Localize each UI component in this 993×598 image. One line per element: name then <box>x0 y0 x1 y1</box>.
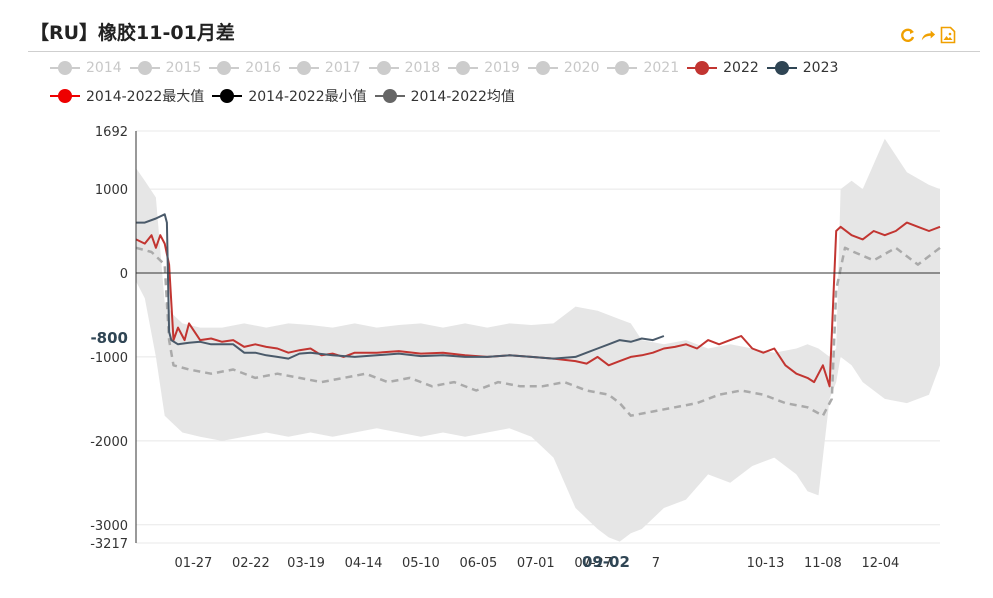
header-divider <box>28 51 980 52</box>
legend-label: 2016 <box>245 60 281 76</box>
legend-item-2014[interactable]: 2014 <box>50 60 122 76</box>
band-layer <box>136 138 940 542</box>
legend-label: 2014-2022最大值 <box>86 89 205 105</box>
legend-item-2017[interactable]: 2017 <box>288 60 361 76</box>
y-tick-label: 0 <box>120 267 128 282</box>
legend-marker-icon <box>607 61 638 75</box>
legend-label: 2017 <box>324 60 361 76</box>
legend-marker-icon <box>209 61 240 75</box>
legend-marker-icon <box>448 61 479 75</box>
legend-label: 2021 <box>643 60 680 76</box>
y-tick-label: -3000 <box>90 519 128 534</box>
legend-label: 2015 <box>165 60 202 76</box>
legend-marker-icon <box>687 61 718 75</box>
legend-item-2020[interactable]: 2020 <box>527 60 600 76</box>
x-pointer-label: 09-02 <box>582 553 630 571</box>
y-tick-label: -1000 <box>90 351 128 366</box>
legend-row-stats: 2014-2022最大值 2014-2022最小值 2014-2022均值 <box>50 86 523 106</box>
chart-title: 【RU】橡胶11-01月差 <box>30 22 235 44</box>
series-line-2023 <box>136 213 665 360</box>
legend-item-2023[interactable]: 2023 <box>766 60 839 76</box>
y-tick-label: 1692 <box>95 125 128 140</box>
legend-label: 2014-2022最小值 <box>248 89 367 105</box>
legend-label: 2019 <box>484 60 520 76</box>
legend-marker-icon <box>129 61 160 75</box>
legend-marker-icon <box>527 61 558 75</box>
x-tick-label: 05-10 <box>402 556 440 571</box>
x-tick-label: 03-19 <box>287 556 325 571</box>
chart-header: 【RU】橡胶11-01月差 <box>0 0 993 52</box>
legend-item-2021[interactable]: 2021 <box>607 60 679 76</box>
x-tick-label: 12-04 <box>861 556 899 571</box>
share-icon[interactable] <box>920 26 936 44</box>
legend-marker-icon <box>374 89 405 103</box>
legend-item-2016[interactable]: 2016 <box>209 60 281 76</box>
legend-marker-icon <box>212 89 243 103</box>
x-tick-label: 04-14 <box>345 556 383 571</box>
x-tick-label: 11-08 <box>804 556 842 571</box>
legend-item-2014-2022最小值[interactable]: 2014-2022最小值 <box>212 86 367 106</box>
y-tick-label: -2000 <box>90 435 128 450</box>
legend-marker-icon <box>368 61 399 75</box>
legend-marker-icon <box>288 61 319 75</box>
legend-item-2022[interactable]: 2022 <box>687 60 759 76</box>
max-min-band <box>136 138 940 542</box>
x-tick-label: 10-13 <box>747 556 785 571</box>
y-tick-label: -3217 <box>90 537 128 552</box>
legend-label: 2022 <box>723 60 759 76</box>
legend-item-2014-2022最大值[interactable]: 2014-2022最大值 <box>50 86 204 106</box>
legend-item-2015[interactable]: 2015 <box>129 60 202 76</box>
legend-item-2018[interactable]: 2018 <box>368 60 441 76</box>
legend-row-years: 2014 2015 2016 2017 2018 2019 2020 2021 2022 2023 <box>50 58 846 78</box>
axis-pointer: 09-02 7 -800 <box>84 326 660 571</box>
series-line-2022 <box>135 221 941 388</box>
y-pointer-label: -800 <box>90 329 128 347</box>
legend-label: 2014-2022均值 <box>410 89 515 105</box>
x-tick-label: 7 <box>652 556 660 571</box>
legend-marker-icon <box>50 61 80 75</box>
save-image-icon[interactable] <box>940 26 956 44</box>
chart-toolbar <box>900 26 956 44</box>
x-tick-label: 07-27 <box>574 556 612 571</box>
x-tick-label: 06-05 <box>459 556 497 571</box>
x-tick-label: 07-01 <box>517 556 555 571</box>
axes: 1692 1000 0 -1000 -2000 -3000 -3217 01-27 02-22 0… <box>90 125 940 571</box>
x-tick-label: 02-22 <box>232 556 270 571</box>
legend-label: 2018 <box>404 60 441 76</box>
y-tick-label: 1000 <box>95 183 128 198</box>
refresh-icon[interactable] <box>900 26 916 44</box>
legend-label: 2020 <box>563 60 600 76</box>
y-pointer-bg <box>84 326 128 349</box>
legend-label: 2023 <box>802 60 839 76</box>
legend-marker-icon <box>766 61 797 75</box>
series-line-2014-2022均值 <box>135 246 941 417</box>
x-tick-label: 01-27 <box>175 556 213 571</box>
legend-item-2014-2022均值[interactable]: 2014-2022均值 <box>374 86 515 106</box>
legend-marker-icon <box>50 89 80 103</box>
legend-label: 2014 <box>86 60 122 76</box>
series-layer <box>135 213 941 417</box>
legend-item-2019[interactable]: 2019 <box>448 60 520 76</box>
